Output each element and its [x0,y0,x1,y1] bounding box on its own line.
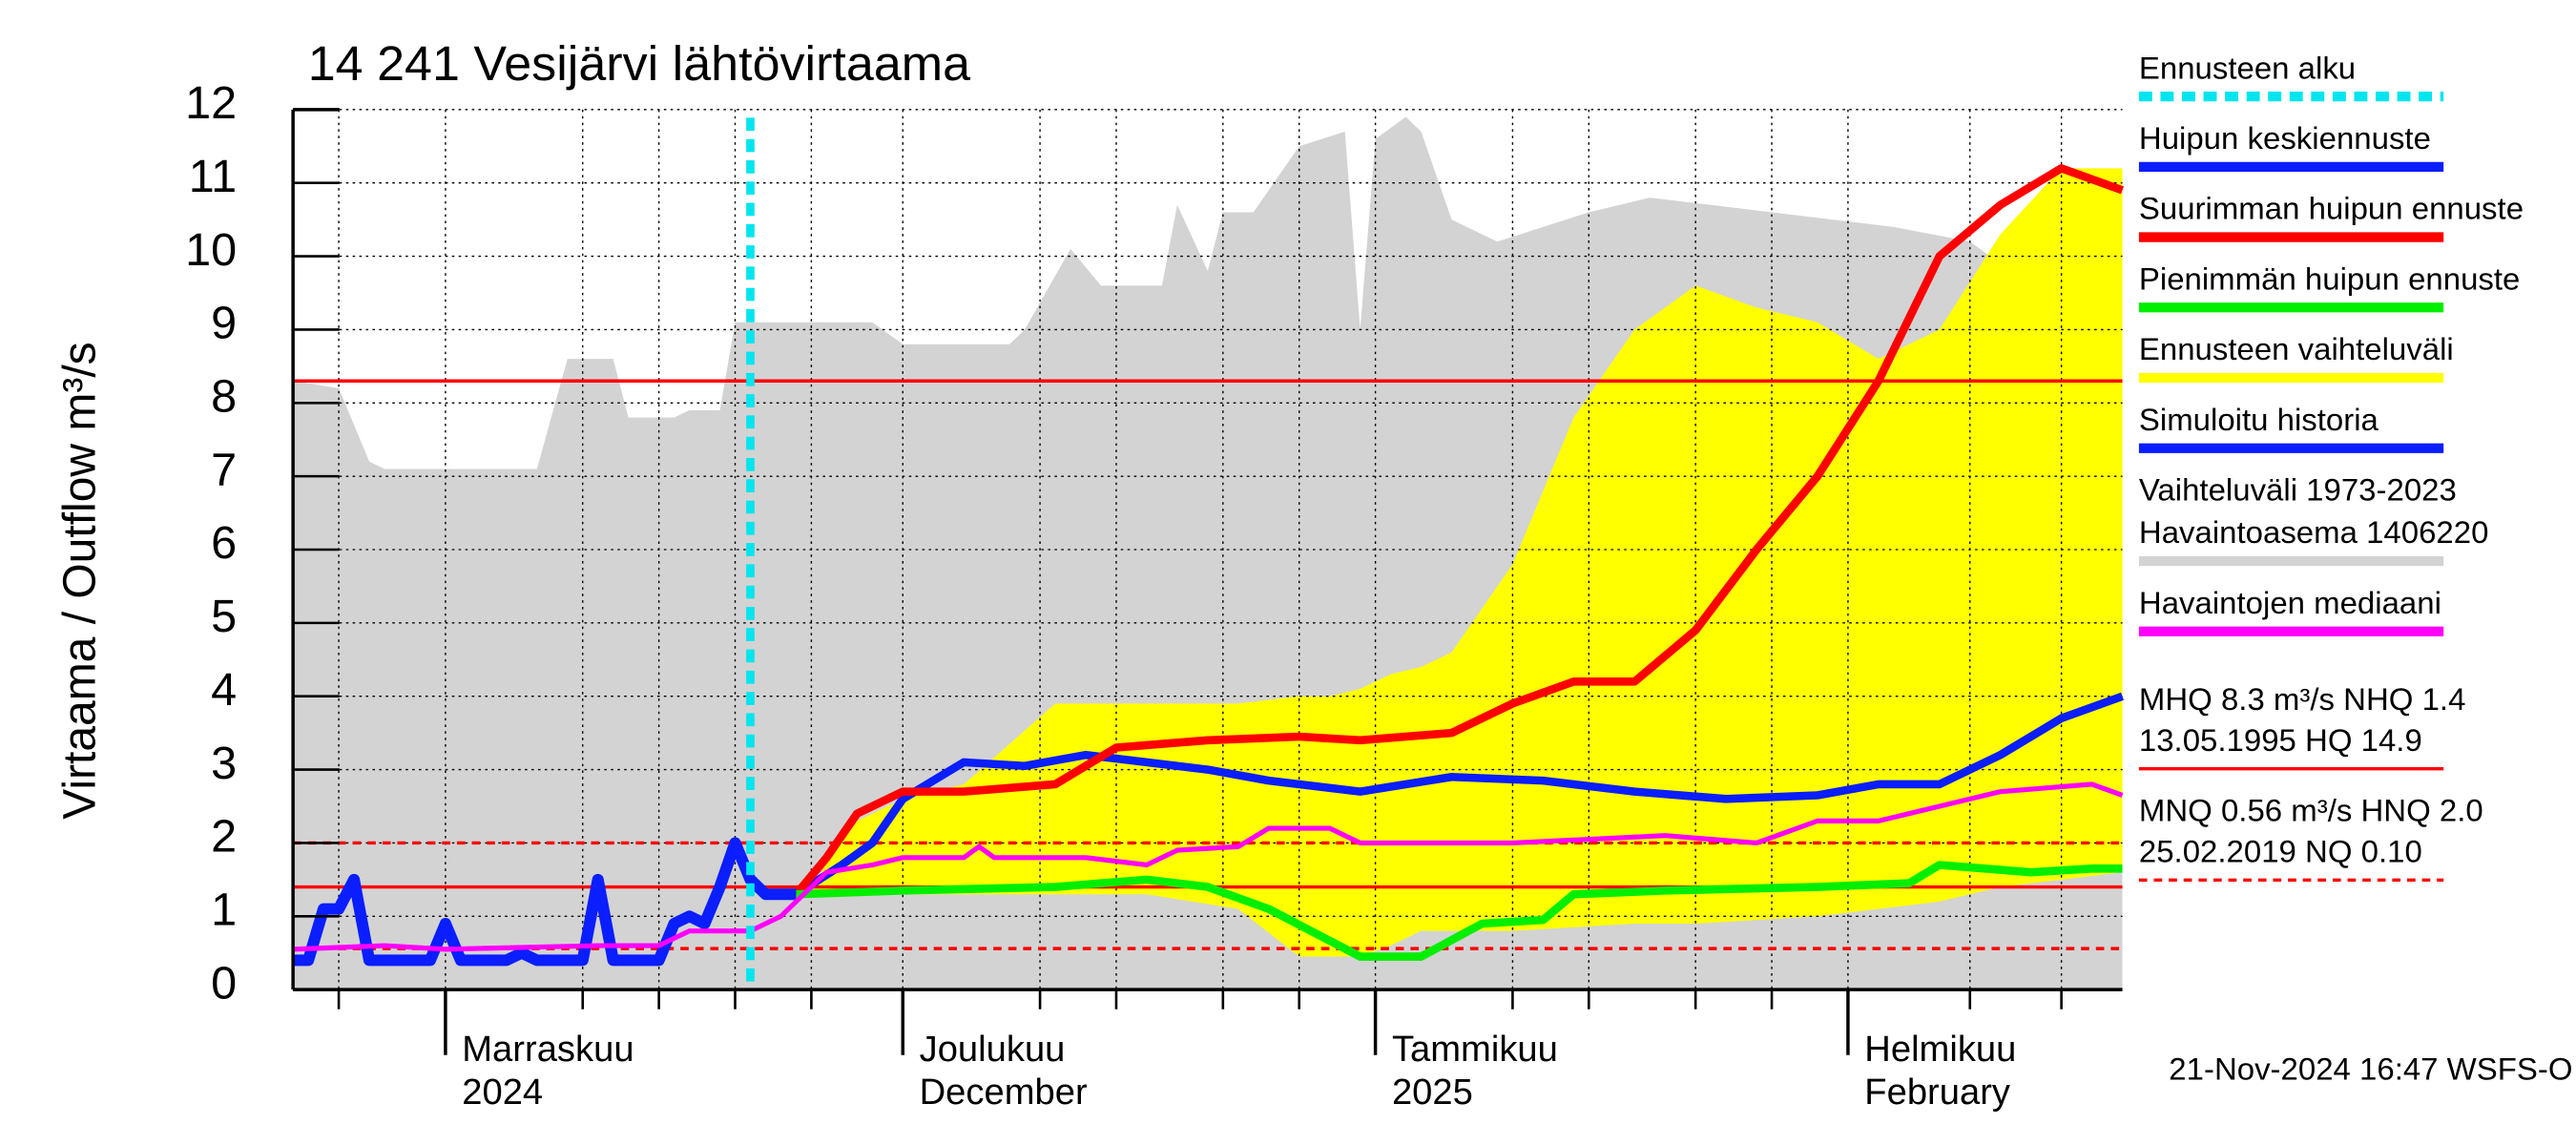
legend-label: Vaihteluväli 1973-2023 [2139,472,2457,508]
plot-area [293,109,2125,990]
x-tick-label: Tammikuu [1392,1030,1558,1070]
series-line [293,781,2124,952]
y-tick-label: 12 [185,77,237,129]
x-tick-label: Marraskuu [462,1030,634,1070]
series-line [793,164,2125,897]
y-tick-label: 11 [189,151,237,202]
legend-label: Ennusteen vaihteluväli [2139,331,2454,366]
legend-label: Simuloitu historia [2139,402,2379,437]
legend-label: Havaintoasema 1406220 [2139,514,2489,550]
series-line [293,837,797,967]
legend-label: Pienimmän huipun ennuste [2139,261,2520,297]
x-tick-label: Helmikuu [1864,1030,2016,1070]
y-tick-label: 2 [211,811,237,863]
y-tick-label: 10 [185,224,237,276]
legend-stat: 25.02.2019 NQ 0.10 [2139,834,2422,869]
y-tick-label: 1 [211,885,237,936]
y-tick-label: 9 [211,298,237,349]
y-axis-label: Virtaama / Outflow m³/s [53,342,105,819]
y-tick-label: 4 [211,664,237,716]
footer: 21-Nov-2024 16:47 WSFS-O [2169,1051,2572,1087]
legend-label: Suurimman huipun ennuste [2139,191,2524,226]
x-tick-label: December [920,1072,1088,1113]
y-tick-label: 0 [211,958,237,1010]
legend-stat: 13.05.1995 HQ 14.9 [2139,722,2422,758]
legend-label: Havaintojen mediaani [2139,585,2441,620]
x-tick-label: 2025 [1392,1072,1473,1113]
y-tick-label: 8 [211,371,237,423]
legend-label: Ennusteen alku [2139,51,2356,86]
chart-title: 14 241 Vesijärvi lähtövirtaama [308,35,971,91]
legend-label: Huipun keskiennuste [2139,120,2431,156]
y-tick-label: 7 [211,445,237,496]
legend-stat: MNQ 0.56 m³/s HNQ 2.0 [2139,793,2483,828]
legend: Ennusteen alku Huipun keskiennuste Suurimm… [2138,51,2524,882]
legend-stat: MHQ 8.3 m³/s NHQ 1.4 [2139,681,2466,717]
x-tick-label: February [1864,1072,2010,1113]
x-tick-label: Joulukuu [920,1030,1066,1070]
series-line [796,861,2123,961]
y-tick-label: 6 [211,518,237,570]
x-tick-label: 2024 [462,1072,543,1113]
y-tick-label: 5 [211,591,237,642]
y-tick-label: 3 [211,738,237,789]
series-line [794,692,2125,898]
